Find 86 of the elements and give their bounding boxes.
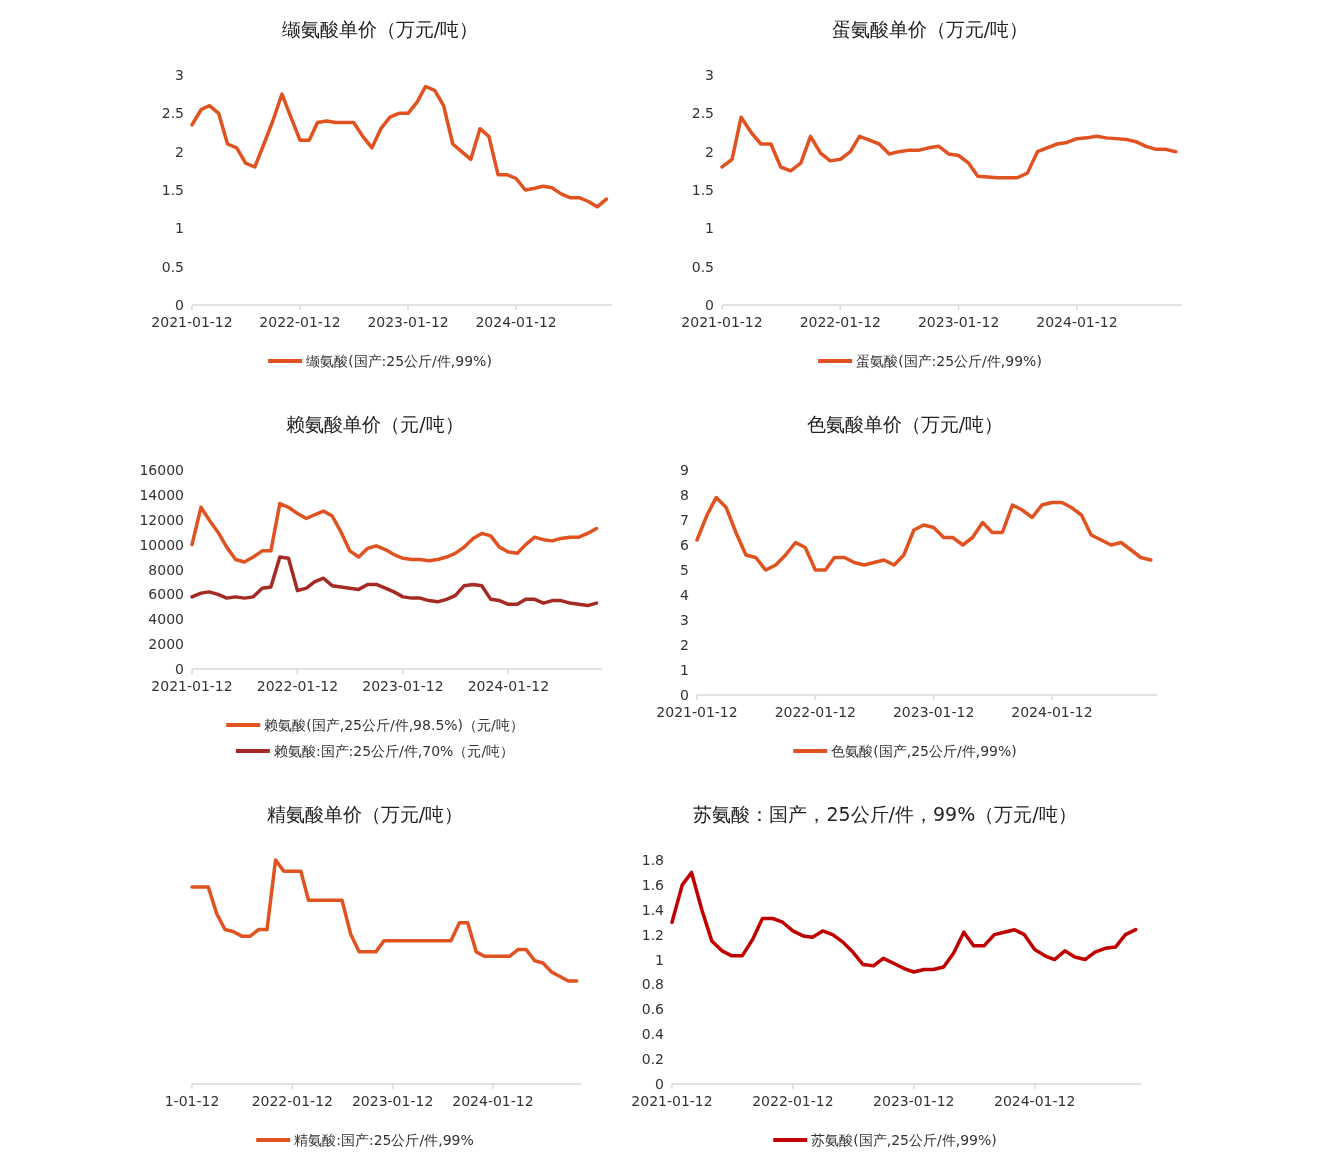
- y-tick-label: 0.8: [641, 976, 664, 993]
- y-tick-label: 6000: [148, 586, 184, 603]
- y-tick-label: 1: [175, 220, 184, 237]
- y-tick-label: 6: [680, 537, 690, 553]
- y-tick-label: 4000: [148, 611, 184, 628]
- y-tick-label: 10000: [139, 536, 184, 553]
- y-tick-label: 9: [680, 462, 689, 478]
- y-tick-label: 5: [680, 562, 689, 578]
- y-tick-label: 1: [705, 220, 714, 237]
- y-tick-label: 0.5: [691, 258, 714, 275]
- x-tick-label: 2021-01-12: [631, 1093, 713, 1109]
- legend-label: 苏氨酸(国产,25公斤/件,99%): [811, 1132, 997, 1148]
- x-tick-label: 2021-01-12: [151, 678, 233, 694]
- line-series: [190, 84, 609, 209]
- y-tick-label: 3: [705, 67, 714, 83]
- y-tick-label: 1.6: [641, 876, 665, 893]
- chart-title: 赖氨酸单价（元/吨）: [286, 413, 464, 435]
- y-tick-label: 3: [680, 612, 689, 628]
- y-tick-label: 1: [655, 951, 664, 968]
- legend-label: 赖氨酸(国产,25公斤/件,98.5%)（元/吨）: [264, 717, 524, 733]
- legend-label: 色氨酸(国产,25公斤/件,99%): [831, 743, 1017, 759]
- line-series: [190, 501, 599, 564]
- x-tick-label: 1-01-12: [164, 1093, 220, 1109]
- y-tick-label: 4: [680, 587, 690, 603]
- y-tick-label: 0: [680, 687, 689, 703]
- x-tick-label: 2024-01-12: [994, 1093, 1076, 1109]
- x-tick-label: 2021-01-12: [151, 314, 233, 330]
- x-tick-label: 2024-01-12: [1011, 704, 1093, 720]
- x-tick-label: 2023-01-12: [367, 314, 449, 330]
- y-tick-label: 1.5: [691, 182, 714, 198]
- y-tick-label: 3: [175, 67, 184, 83]
- y-tick-label: 1.5: [161, 182, 184, 198]
- x-tick-label: 2022-01-12: [256, 678, 339, 694]
- y-tick-label: 2: [175, 143, 184, 160]
- x-tick-label: 2023-01-12: [351, 1093, 434, 1109]
- y-tick-label: 0.6: [641, 1001, 665, 1018]
- chart-title: 缬氨酸单价（万元/吨）: [281, 18, 479, 40]
- y-tick-label: 0: [705, 297, 714, 313]
- x-tick-label: 2022-01-12: [752, 1093, 834, 1109]
- y-tick-label: 1.8: [641, 852, 664, 868]
- y-tick-label: 0.5: [161, 258, 184, 275]
- y-tick-label: 0: [175, 297, 184, 313]
- y-tick-label: 7: [680, 512, 689, 528]
- legend-label: 赖氨酸:国产:25公斤/件,70%（元/吨）: [273, 743, 515, 759]
- y-tick-label: 2.5: [691, 105, 714, 122]
- x-tick-label: 2023-01-12: [892, 704, 975, 720]
- x-tick-label: 2021-01-12: [681, 314, 763, 330]
- x-tick-label: 2024-01-12: [475, 314, 557, 330]
- x-tick-label: 2022-01-12: [799, 314, 882, 330]
- chart-title: 蛋氨酸单价（万元/吨）: [831, 18, 1029, 40]
- legend-label: 缬氨酸(国产:25公斤/件,99%): [306, 353, 492, 369]
- x-tick-label: 2021-01-12: [656, 704, 738, 720]
- y-tick-label: 12000: [139, 511, 184, 528]
- x-tick-label: 2024-01-12: [467, 678, 550, 694]
- chart-title: 精氨酸单价（万元/吨）: [266, 803, 464, 825]
- x-tick-label: 2023-01-12: [873, 1093, 955, 1109]
- y-tick-label: 0: [655, 1076, 664, 1092]
- x-tick-label: 2024-01-12: [452, 1093, 534, 1109]
- y-tick-label: 2: [705, 143, 714, 160]
- line-series: [720, 115, 1178, 180]
- line-series: [670, 870, 1138, 974]
- y-tick-label: 14000: [139, 486, 184, 503]
- legend-label: 精氨酸:国产:25公斤/件,99%: [294, 1132, 474, 1148]
- y-tick-label: 1.4: [641, 901, 665, 918]
- chart-title: 苏氨酸：国产，25公斤/件，99%（万元/吨）: [693, 803, 1077, 825]
- y-tick-label: 2.5: [161, 105, 184, 122]
- y-tick-label: 16000: [139, 462, 184, 478]
- x-tick-label: 2023-01-12: [917, 314, 1000, 330]
- legend-label: 蛋氨酸(国产:25公斤/件,99%): [856, 353, 1042, 369]
- x-tick-label: 2024-01-12: [1036, 314, 1118, 330]
- line-series: [695, 495, 1153, 572]
- y-tick-label: 0: [175, 661, 184, 677]
- y-tick-label: 0.2: [641, 1051, 664, 1068]
- x-tick-label: 2022-01-12: [774, 704, 857, 720]
- y-tick-label: 8000: [148, 561, 184, 578]
- y-tick-label: 2: [680, 637, 689, 653]
- y-tick-label: 0.4: [641, 1026, 665, 1043]
- y-tick-label: 8: [680, 487, 689, 503]
- line-series: [190, 555, 599, 608]
- x-tick-label: 2022-01-12: [259, 314, 341, 330]
- y-tick-label: 2000: [148, 636, 184, 653]
- y-tick-label: 1.2: [641, 926, 664, 943]
- x-tick-label: 2023-01-12: [362, 678, 444, 694]
- chart-title: 色氨酸单价（万元/吨）: [806, 413, 1004, 435]
- x-tick-label: 2022-01-12: [251, 1093, 333, 1109]
- y-tick-label: 1: [680, 662, 689, 678]
